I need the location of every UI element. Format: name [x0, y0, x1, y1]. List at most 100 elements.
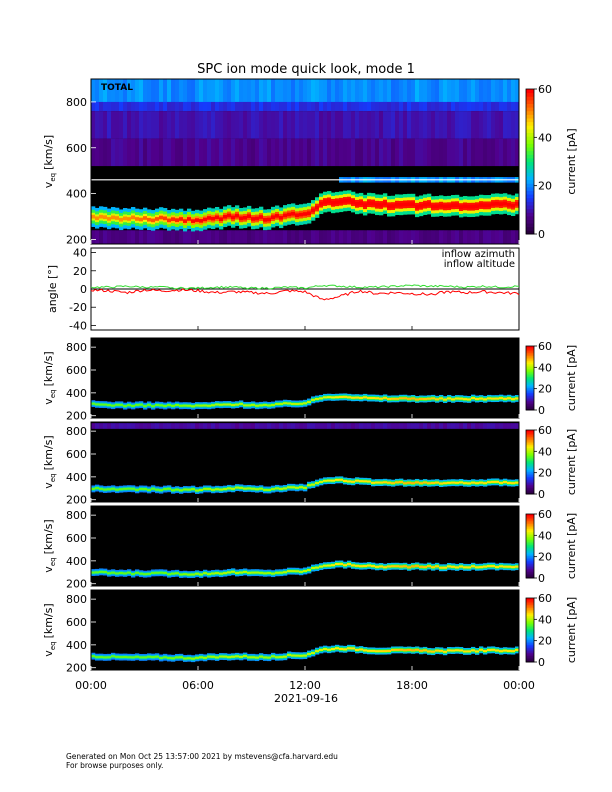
heatmap-cell: [383, 566, 388, 569]
heatmap-cell: [183, 138, 188, 167]
y-tick-label: 600: [66, 616, 87, 629]
colorbar-segment: [526, 368, 534, 371]
heatmap-cell: [387, 79, 392, 102]
heatmap-cell: [99, 79, 104, 102]
colorbar-segment: [526, 470, 534, 473]
colorbar-segment: [526, 387, 534, 390]
heatmap-cell: [307, 423, 312, 429]
heatmap-cell: [283, 213, 288, 218]
heatmap-cell: [503, 423, 508, 429]
heatmap-cell: [503, 565, 508, 568]
heatmap-cell: [275, 230, 280, 244]
colorbar-segment: [526, 565, 534, 568]
heatmap-cell: [147, 111, 152, 139]
heatmap-cell: [271, 230, 276, 244]
heatmap-cell: [279, 656, 284, 659]
heatmap-cell: [111, 111, 116, 139]
heatmap-cell: [475, 423, 480, 429]
heatmap-cell: [119, 111, 124, 139]
heatmap-cell: [451, 481, 456, 484]
heatmap-cell: [375, 565, 380, 568]
heatmap-cell: [107, 572, 112, 575]
heatmap-cell: [355, 138, 360, 167]
heatmap-cell: [239, 138, 244, 167]
heatmap-cell: [371, 565, 376, 568]
heatmap-cell: [95, 79, 100, 102]
heatmap-cell: [235, 111, 240, 139]
heatmap-cell: [495, 566, 500, 569]
heatmap-cell: [503, 230, 508, 244]
colorbar-segment: [526, 99, 534, 104]
y-axis-label: angle [°]: [46, 265, 59, 313]
heatmap-cell: [347, 480, 352, 483]
y-tick-label: 200: [66, 494, 87, 507]
heatmap-cell: [495, 79, 500, 102]
heatmap-cell: [171, 404, 176, 407]
heatmap-cell: [123, 216, 128, 221]
colorbar-segment: [526, 630, 534, 633]
heatmap-cell: [351, 423, 356, 429]
heatmap-cell: [95, 656, 100, 659]
heatmap-cell: [487, 79, 492, 102]
heatmap-cell: [431, 138, 436, 167]
heatmap-cell: [223, 214, 228, 219]
heatmap-cell: [223, 572, 228, 575]
heatmap-cell: [507, 423, 512, 429]
heatmap-cell: [247, 138, 252, 167]
heatmap-cell: [267, 111, 272, 139]
heatmap-cell: [199, 656, 204, 659]
heatmap-cell: [115, 216, 120, 220]
heatmap-cell: [215, 215, 220, 220]
heatmap-cell: [303, 654, 308, 657]
heatmap-cell: [439, 397, 444, 400]
colorbar-tick-label: 20: [538, 551, 552, 564]
heatmap-cell: [259, 215, 264, 219]
colorbar-segment: [526, 547, 534, 550]
heatmap-cell: [243, 111, 248, 139]
heatmap-cell: [99, 423, 104, 429]
heatmap-cell: [111, 423, 116, 429]
heatmap-cell: [323, 423, 328, 429]
heatmap-cell: [191, 488, 196, 491]
heatmap-cell: [159, 111, 164, 139]
heatmap-cell: [415, 564, 420, 567]
heatmap-cell: [271, 404, 276, 407]
heatmap-cell: [483, 79, 488, 102]
heatmap-cell: [299, 402, 304, 405]
heatmap-cell: [231, 487, 236, 490]
heatmap-cell: [255, 138, 260, 167]
heatmap-cell: [435, 398, 440, 401]
heatmap-cell: [327, 396, 332, 399]
colorbar-label: current [pA]: [565, 513, 578, 579]
heatmap-cell: [183, 111, 188, 139]
heatmap-cell: [123, 405, 128, 408]
y-axis-label-sub: eq: [49, 389, 57, 398]
heatmap-cell: [403, 79, 408, 102]
heatmap-cell: [463, 230, 468, 244]
heatmap-cell: [455, 649, 460, 652]
heatmap-cell: [375, 111, 380, 139]
heatmap-cell: [199, 219, 204, 223]
heatmap-cell: [99, 487, 104, 490]
colorbar-segment: [526, 639, 534, 642]
heatmap-cell: [391, 111, 396, 139]
heatmap-cell: [95, 138, 100, 167]
colorbar-segment: [526, 183, 534, 188]
heatmap-cell: [367, 201, 372, 205]
heatmap-cell: [207, 573, 212, 576]
colorbar-segment: [526, 644, 534, 647]
colorbar-segment: [526, 444, 534, 447]
heatmap-cell: [347, 198, 352, 203]
heatmap-cell: [231, 423, 236, 429]
colorbar-segment: [526, 176, 534, 181]
heatmap-cell: [107, 230, 112, 244]
y-tick-label: 200: [66, 410, 87, 423]
heatmap-cell: [479, 481, 484, 484]
heatmap-cell: [467, 204, 472, 209]
heatmap-cell: [471, 397, 476, 400]
colorbar-segment: [526, 606, 534, 609]
heatmap-cell: [243, 423, 248, 429]
heatmap-cell: [443, 423, 448, 429]
heatmap-cell: [395, 397, 400, 400]
colorbar-segment: [526, 405, 534, 408]
